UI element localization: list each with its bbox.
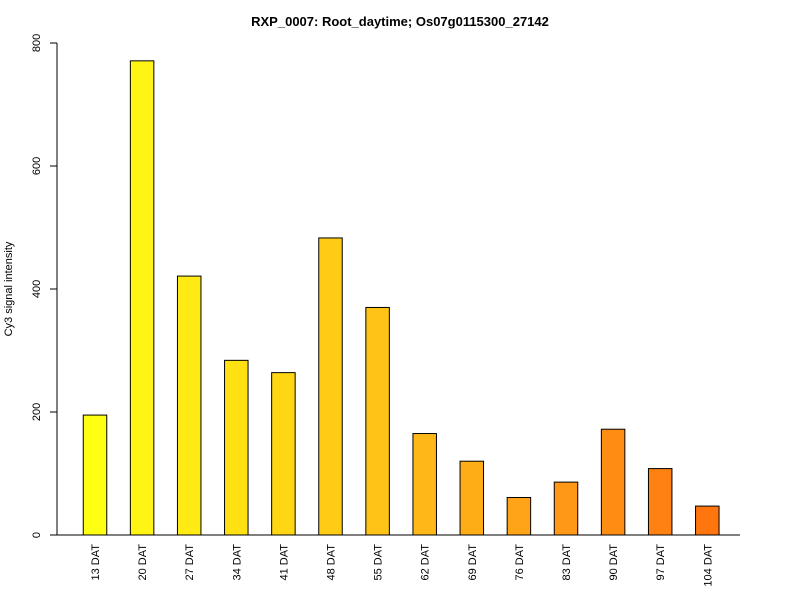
x-tick-label: 41 DAT (278, 544, 290, 581)
y-tick-label: 0 (31, 532, 43, 538)
x-tick-label: 27 DAT (184, 544, 196, 581)
x-tick-label: 76 DAT (514, 544, 526, 581)
bar (224, 359, 249, 536)
bars (82, 60, 720, 536)
y-tick-label: 600 (31, 157, 43, 175)
bar (271, 372, 296, 536)
bar (647, 468, 673, 536)
bar (600, 428, 626, 536)
bar (365, 306, 390, 536)
bar (318, 237, 343, 536)
bar (176, 275, 202, 536)
bar (129, 60, 155, 536)
chart-title: RXP_0007: Root_daytime; Os07g0115300_271… (251, 14, 549, 29)
y-axis-ticks: 0 200 400 600 800 (31, 34, 57, 538)
bar (553, 481, 579, 536)
x-tick-label: 34 DAT (231, 544, 243, 581)
x-tick-label: 90 DAT (608, 544, 620, 581)
bar (82, 414, 108, 536)
x-tick-label: 97 DAT (655, 544, 667, 581)
x-tick-label: 83 DAT (561, 544, 573, 581)
x-tick-label: 69 DAT (467, 544, 479, 581)
x-tick-label: 13 DAT (90, 544, 102, 581)
y-tick-label: 200 (31, 403, 43, 421)
x-tick-label: 62 DAT (420, 544, 432, 581)
bar (459, 460, 485, 536)
x-tick-label: 104 DAT (702, 544, 714, 587)
x-axis-tick-labels: 13 DAT 20 DAT 27 DAT 34 DAT 41 DAT 48 DAT 55 D… (90, 544, 714, 587)
bar (412, 433, 437, 536)
bar (695, 505, 720, 536)
x-tick-label: 48 DAT (326, 544, 338, 581)
x-tick-label: 20 DAT (137, 544, 149, 581)
y-tick-label: 800 (31, 34, 43, 52)
bar (506, 496, 532, 536)
x-tick-label: 55 DAT (373, 544, 385, 581)
y-tick-label: 400 (31, 280, 43, 298)
y-axis-label: Cy3 signal intensity (3, 241, 15, 336)
